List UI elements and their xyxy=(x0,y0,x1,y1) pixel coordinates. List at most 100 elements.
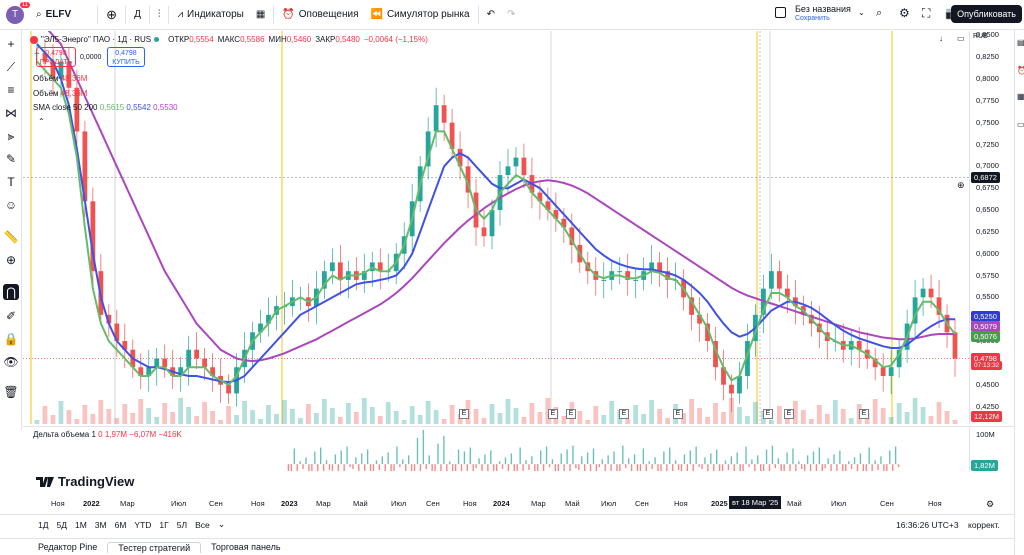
quick-search-icon[interactable]: ⌕ xyxy=(876,7,883,19)
range-button-6[interactable]: 1Г xyxy=(159,519,169,530)
volume-legend-1[interactable]: Объём 48,36M xyxy=(33,74,87,83)
crosshair-icon[interactable]: + xyxy=(7,37,15,51)
text-icon[interactable]: T xyxy=(7,175,15,189)
range-button-7[interactable]: 5Л xyxy=(176,519,188,530)
arrow-down-icon[interactable]: ↓ xyxy=(939,34,943,43)
add-alert-icon[interactable]: ⊕ xyxy=(957,180,965,190)
alerts-panel-icon[interactable]: ⏰ xyxy=(1017,66,1024,75)
delta-bar xyxy=(320,447,322,465)
volume-bar xyxy=(353,412,359,424)
zoom-icon[interactable]: ⊕ xyxy=(5,253,17,267)
volume-legend-2[interactable]: Объём 48,36M xyxy=(33,89,87,98)
earnings-mark[interactable]: E xyxy=(784,409,794,419)
volume-bar xyxy=(425,401,431,424)
buy-button[interactable]: 0,4798 КУПИТЬ xyxy=(107,47,145,67)
sell-button[interactable]: 0,4798 ПРОДАТЬ xyxy=(36,47,76,67)
ruler-icon[interactable]: 📏 xyxy=(3,230,19,244)
replay-button[interactable]: ⏪ Симулятор рынка xyxy=(364,0,475,30)
delta-bar xyxy=(827,458,829,465)
range-button-3[interactable]: 3М xyxy=(94,519,107,530)
delta-bar xyxy=(507,464,510,471)
delta-bar xyxy=(449,461,451,465)
range-button-1[interactable]: 5Д xyxy=(56,519,67,530)
earnings-mark[interactable]: E xyxy=(859,409,869,419)
emoji-icon[interactable]: ☺ xyxy=(4,198,18,212)
magnet-icon[interactable]: ⋂ xyxy=(3,284,19,300)
eye-icon[interactable]: 👁 xyxy=(3,355,19,369)
tradingview-logo[interactable]: TradingView xyxy=(36,474,134,489)
layout-checkbox-icon[interactable] xyxy=(775,7,786,18)
publish-button[interactable]: Опубликовать xyxy=(951,5,1022,23)
volume-bar xyxy=(369,407,375,424)
sma-fast-badge: 0,5076 xyxy=(971,330,1000,342)
earnings-mark[interactable]: E xyxy=(548,409,558,419)
time-axis[interactable]: Ноя 2022 Мар Июл Сен Ноя 2023 Мар Май Июл Сен Ноя 20… xyxy=(23,496,969,512)
lock-icon[interactable]: 🔒 xyxy=(3,332,19,346)
trendline-icon[interactable]: ⟋ xyxy=(6,60,16,74)
price-tick: 0,6250 xyxy=(976,226,999,236)
data-icon[interactable]: ▦ xyxy=(1017,92,1024,101)
price-axis[interactable]: RUB 0,8500 0,8250 0,8000 0,7750 0,7500 0,7250… xyxy=(969,30,1014,424)
chart-type-button[interactable]: ⫶ xyxy=(152,0,167,30)
alerts-button[interactable]: ⏰ Оповещения xyxy=(276,0,364,30)
candle-body xyxy=(880,367,886,376)
chat-icon[interactable]: ▭ xyxy=(1017,120,1024,129)
clock[interactable]: 16:36:26 UTC+3 xyxy=(896,520,959,530)
forecast-icon[interactable]: ⫸ xyxy=(7,129,15,143)
fullscreen-icon[interactable]: ⛶ xyxy=(922,6,931,20)
chevron-down-icon[interactable]: ⌄ xyxy=(858,8,865,17)
compare-button[interactable]: ⊕ xyxy=(100,0,123,30)
timezone-settings-icon[interactable]: ⚙ xyxy=(986,499,995,509)
layout-name[interactable]: Без названия Сохранить xyxy=(795,5,851,23)
redo-button[interactable]: ↷ xyxy=(501,0,521,30)
vol1-value: 48,36M xyxy=(60,74,88,83)
user-avatar[interactable]: T 11 xyxy=(6,1,30,24)
volume-delta-pane[interactable] xyxy=(23,426,969,471)
delta-bar xyxy=(625,464,627,469)
fib-icon[interactable]: ≡ xyxy=(7,83,15,97)
interval-button[interactable]: Д xyxy=(134,9,141,20)
earnings-mark[interactable]: E xyxy=(619,409,629,419)
price-chart[interactable] xyxy=(23,31,969,424)
trash-icon[interactable]: 🗑 xyxy=(3,385,19,399)
volume-bar xyxy=(952,420,958,424)
delta-bar xyxy=(818,447,821,465)
range-button-0[interactable]: 1Д xyxy=(38,519,49,530)
delta-bar xyxy=(610,464,612,471)
adjust-button[interactable]: коррект. xyxy=(968,520,1000,530)
earnings-mark[interactable]: E xyxy=(566,409,576,419)
collapse-legend-icon[interactable]: ⌃ xyxy=(38,117,45,126)
delta-bar xyxy=(325,460,328,465)
pencil-lock-icon[interactable]: ✐ xyxy=(5,309,17,323)
indicators-button[interactable]: ⩘ Индикаторы xyxy=(171,0,250,30)
range-button-2[interactable]: 1М xyxy=(74,519,87,530)
gear-icon[interactable]: ⚙ xyxy=(899,6,910,20)
watchlist-icon[interactable]: ▤ xyxy=(1017,38,1024,47)
earnings-mark[interactable]: E xyxy=(673,409,683,419)
date-range-icon[interactable]: ⌄ xyxy=(217,519,226,529)
sma-legend[interactable]: SMA close 50 200 0,5615 0,5542 0,5530 xyxy=(33,103,178,112)
range-button-5[interactable]: YTD xyxy=(134,519,152,530)
symbol-search[interactable]: ⌕ ELFV xyxy=(30,0,77,30)
earnings-mark[interactable]: E xyxy=(763,409,773,419)
volume-axis[interactable]: 100M 1,82M xyxy=(969,426,1014,471)
maximize-icon[interactable]: ▭ xyxy=(957,34,965,43)
save-link[interactable]: Сохранить xyxy=(795,15,830,22)
delta-legend[interactable]: Дельта объема 1 0 1,97M −6,07M −416K xyxy=(33,430,182,439)
range-button-4[interactable]: 6М xyxy=(114,519,127,530)
panel-tab-1[interactable]: Тестер стратегий xyxy=(107,541,202,553)
range-button-8[interactable]: Все xyxy=(195,519,210,530)
time-tick: Май xyxy=(787,499,802,508)
panel-tab-2[interactable]: Торговая панель xyxy=(211,542,281,552)
pattern-icon[interactable]: ⋈ xyxy=(5,106,17,120)
volume-bar xyxy=(848,418,854,424)
panel-tab-0[interactable]: Редактор Pine xyxy=(38,542,98,552)
earnings-mark[interactable]: E xyxy=(459,409,469,419)
volume-bar xyxy=(266,405,271,424)
volume-bar xyxy=(250,410,255,424)
templates-button[interactable]: ▦ xyxy=(250,0,271,30)
delta-bar xyxy=(545,446,548,465)
replay-label: Симулятор рынка xyxy=(386,9,470,20)
brush-icon[interactable]: ✎ xyxy=(5,152,17,166)
undo-button[interactable]: ↶ xyxy=(481,0,501,30)
